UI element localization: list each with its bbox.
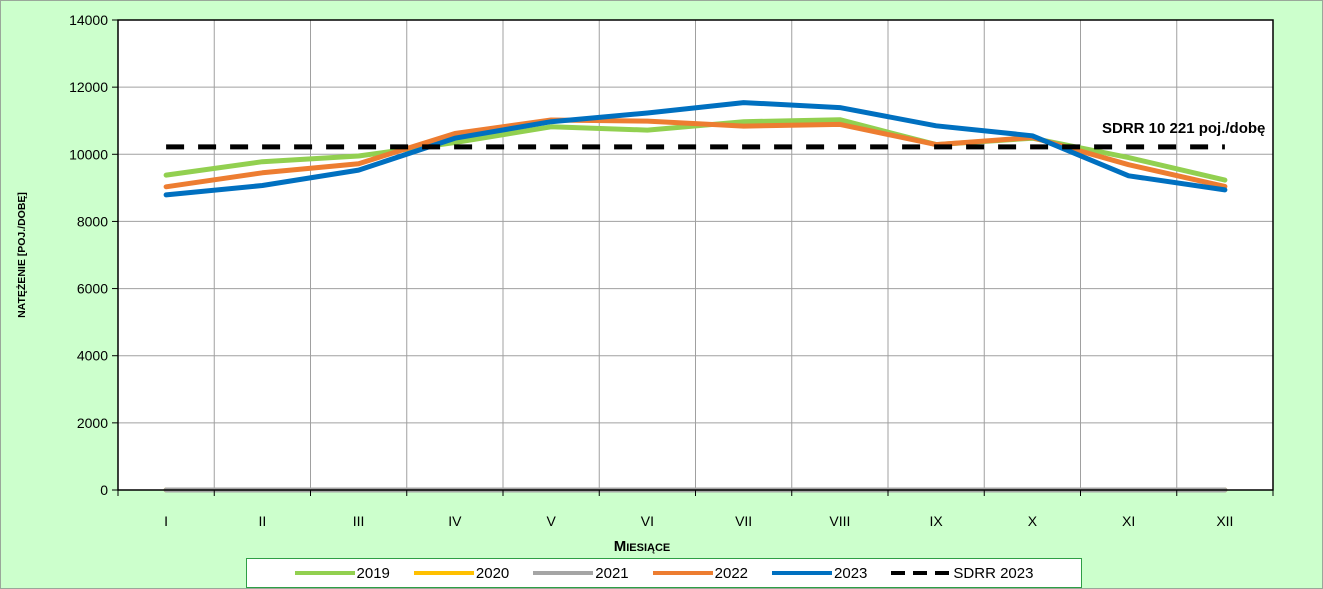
x-tick-label: VI: [641, 513, 654, 529]
legend-swatch: [533, 571, 594, 575]
legend-swatch: [294, 571, 355, 575]
y-tick-label: 10000: [69, 146, 108, 162]
y-tick-label: 12000: [69, 79, 108, 95]
legend-label: 2020: [475, 564, 510, 582]
legend-item-2021: 2021: [533, 564, 629, 582]
legend-item-sdrr-2023: SDRR 2023: [891, 565, 1033, 582]
x-axis-title: MIESIĄCE: [614, 538, 671, 555]
legend-swatch: [891, 571, 952, 575]
legend-item-2020: 2020: [413, 564, 510, 582]
y-tick-label: 8000: [77, 213, 108, 229]
x-tick-label: VIII: [829, 513, 850, 529]
legend-label: SDRR 2023: [953, 564, 1034, 582]
legend-label: 2021: [595, 564, 629, 582]
sdrr-annotation: SDRR 10 221 poj./dobę: [1102, 120, 1265, 137]
legend-item-2022: 2022: [652, 564, 749, 582]
x-tick-label: X: [1028, 513, 1038, 529]
series-line-2023: [163, 100, 1228, 198]
x-tick-label: IX: [930, 513, 944, 529]
y-tick-label: 0: [100, 482, 108, 498]
y-tick-label: 4000: [77, 348, 108, 364]
legend-swatch: [772, 571, 833, 575]
x-tick-label: IV: [448, 513, 462, 529]
legend-label: 2023: [834, 564, 868, 582]
x-axis-ticks: I II III IV V VI VII VIII IX X XI XII: [117, 490, 1274, 529]
x-tick-label: I: [164, 513, 168, 529]
legend-item-2023: 2023: [772, 565, 867, 582]
legend-label: 2019: [356, 564, 390, 582]
legend-swatch: [652, 571, 713, 575]
legend-item-2019: 2019: [294, 564, 390, 582]
legend-swatch: [413, 571, 474, 575]
legend-label: 2022: [714, 564, 749, 582]
legend: 2019 2020 2021 2022 2023 SDRR 2023: [246, 558, 1082, 588]
x-tick-label: III: [353, 513, 365, 529]
x-tick-label: II: [258, 513, 266, 529]
y-tick-label: 14000: [69, 12, 108, 28]
y-tick-label: 2000: [77, 415, 108, 431]
x-tick-label: XI: [1122, 513, 1135, 529]
y-axis-title: NATĘŻENIE [POJ./DOBĘ]: [15, 192, 28, 318]
y-axis-ticks: 0 2000 4000 6000 8000 10000 12000 14000: [69, 12, 118, 498]
x-tick-label: V: [546, 513, 556, 529]
y-tick-label: 6000: [77, 281, 108, 297]
x-tick-label: XII: [1216, 513, 1233, 529]
x-tick-label: VII: [735, 513, 752, 529]
